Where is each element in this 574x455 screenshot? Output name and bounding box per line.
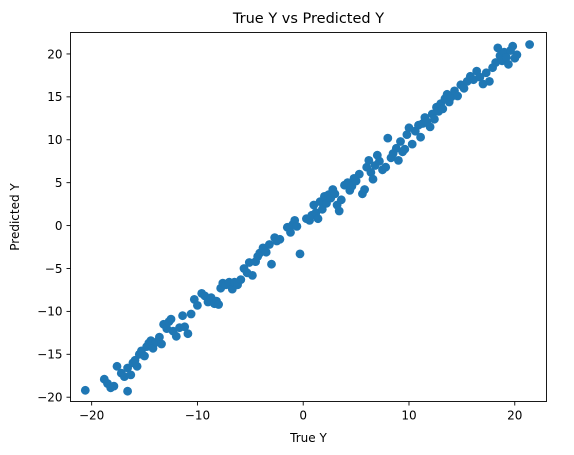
data-point	[295, 249, 305, 259]
chart-title: True Y vs Predicted Y	[232, 11, 384, 27]
x-tick-label: 20	[507, 409, 522, 423]
y-tick-label: 15	[47, 90, 62, 104]
data-point	[292, 222, 302, 231]
data-point	[236, 275, 246, 284]
y-tick-label: 5	[55, 176, 63, 190]
data-point	[112, 361, 122, 371]
x-tick-label: 0	[299, 409, 307, 423]
y-tick-label: −5	[45, 262, 63, 276]
x-tick-label: 10	[401, 409, 416, 423]
x-axis: −20 −10 0 10 20	[79, 401, 522, 423]
data-point	[132, 361, 142, 371]
data-point	[485, 77, 494, 86]
data-point	[381, 162, 391, 172]
data-point	[475, 72, 485, 82]
data-point	[334, 206, 344, 216]
y-tick-label: 0	[55, 219, 63, 233]
data-point	[265, 240, 274, 249]
data-point	[425, 122, 435, 132]
data-point	[360, 185, 369, 194]
data-point	[178, 311, 188, 321]
data-point	[267, 259, 276, 269]
data-point	[330, 189, 340, 199]
data-point	[383, 133, 393, 143]
data-point	[186, 309, 196, 319]
data-point	[508, 41, 518, 51]
x-axis-label: True Y	[289, 431, 327, 445]
data-point	[180, 322, 190, 332]
y-axis: −20 −15 −10 −5 0 5 10 15 20	[37, 47, 71, 405]
x-tick-label: −20	[79, 409, 104, 423]
data-point	[80, 385, 90, 395]
data-point	[481, 68, 491, 78]
data-point	[157, 339, 166, 349]
data-point	[407, 139, 417, 149]
y-tick-label: −10	[37, 305, 62, 319]
data-point	[126, 370, 136, 380]
data-point	[193, 301, 202, 310]
y-tick-label: −20	[37, 391, 62, 405]
data-point	[286, 228, 295, 237]
plot-points	[80, 40, 534, 396]
data-point	[525, 40, 534, 49]
y-tick-label: −15	[37, 348, 62, 362]
data-point	[261, 247, 271, 257]
data-point	[155, 332, 164, 342]
data-point	[396, 137, 405, 146]
data-point	[493, 43, 503, 53]
data-point	[364, 156, 374, 165]
data-point	[512, 50, 522, 60]
data-point	[214, 300, 224, 309]
y-axis-label: Predicted Y	[8, 183, 22, 251]
data-point	[375, 156, 384, 166]
data-point	[501, 53, 511, 62]
data-point	[183, 329, 193, 339]
data-point	[416, 132, 425, 142]
y-tick-label: 20	[47, 47, 62, 61]
data-point	[171, 331, 181, 341]
data-point	[366, 168, 376, 177]
data-point	[354, 169, 364, 179]
data-point	[109, 381, 119, 391]
data-point	[275, 234, 285, 244]
data-point	[402, 130, 412, 140]
data-point	[400, 144, 410, 154]
data-point	[313, 214, 323, 224]
data-point	[140, 351, 149, 361]
data-point	[351, 176, 361, 186]
data-point	[248, 271, 257, 280]
data-point	[504, 59, 513, 69]
data-point	[453, 91, 462, 101]
data-point	[438, 104, 448, 114]
data-point	[123, 386, 132, 396]
x-tick-label: −10	[185, 409, 210, 423]
plot-frame	[70, 32, 547, 402]
data-point	[166, 314, 176, 324]
data-point	[459, 83, 469, 93]
data-point	[430, 114, 439, 124]
data-point	[394, 156, 403, 165]
y-tick-label: 10	[47, 133, 62, 147]
data-point	[368, 174, 378, 184]
data-point	[336, 195, 346, 205]
